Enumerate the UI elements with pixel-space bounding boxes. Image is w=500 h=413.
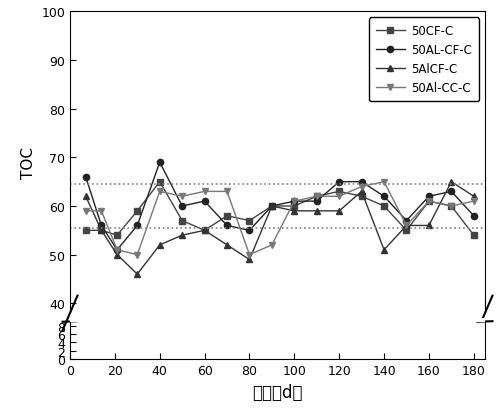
5AlCF-C <box>224 243 230 248</box>
50AL-CF-C <box>336 180 342 185</box>
50CF-C <box>202 228 207 233</box>
Line: 50CF-C: 50CF-C <box>82 179 477 239</box>
50Al-CC-C <box>246 252 252 257</box>
50CF-C <box>426 199 432 204</box>
50Al-CC-C <box>134 252 140 257</box>
50AL-CF-C <box>224 223 230 228</box>
50AL-CF-C <box>179 204 185 209</box>
5AlCF-C <box>358 190 364 195</box>
50AL-CF-C <box>404 218 409 223</box>
5AlCF-C <box>426 223 432 228</box>
5AlCF-C <box>404 223 409 228</box>
50CF-C <box>292 204 298 209</box>
50CF-C <box>82 228 88 233</box>
50Al-CC-C <box>404 223 409 228</box>
Legend: 50CF-C, 50AL-CF-C, 5AlCF-C, 50Al-CC-C: 50CF-C, 50AL-CF-C, 5AlCF-C, 50Al-CC-C <box>368 18 479 102</box>
50CF-C <box>471 233 477 238</box>
50CF-C <box>269 204 275 209</box>
50CF-C <box>404 228 409 233</box>
5AlCF-C <box>114 252 120 257</box>
Line: 50AL-CF-C: 50AL-CF-C <box>82 160 477 253</box>
50Al-CC-C <box>269 243 275 248</box>
50AL-CF-C <box>114 248 120 253</box>
5AlCF-C <box>246 257 252 262</box>
50Al-CC-C <box>358 185 364 190</box>
Line: 50Al-CC-C: 50Al-CC-C <box>82 179 477 258</box>
50AL-CF-C <box>426 194 432 199</box>
50Al-CC-C <box>314 194 320 199</box>
50CF-C <box>358 194 364 199</box>
50Al-CC-C <box>381 180 387 185</box>
50CF-C <box>314 194 320 199</box>
50Al-CC-C <box>156 190 162 195</box>
50Al-CC-C <box>202 190 207 195</box>
Y-axis label: TOC: TOC <box>20 147 36 179</box>
50AL-CF-C <box>358 180 364 185</box>
50Al-CC-C <box>448 204 454 209</box>
50Al-CC-C <box>224 190 230 195</box>
50Al-CC-C <box>292 199 298 204</box>
50AL-CF-C <box>82 175 88 180</box>
50Al-CC-C <box>98 209 104 214</box>
5AlCF-C <box>156 243 162 248</box>
5AlCF-C <box>314 209 320 214</box>
50Al-CC-C <box>82 209 88 214</box>
50CF-C <box>246 218 252 223</box>
50AL-CF-C <box>156 160 162 165</box>
50AL-CF-C <box>292 199 298 204</box>
50Al-CC-C <box>114 248 120 253</box>
50Al-CC-C <box>179 194 185 199</box>
5AlCF-C <box>292 209 298 214</box>
50CF-C <box>98 228 104 233</box>
50CF-C <box>448 204 454 209</box>
5AlCF-C <box>202 228 207 233</box>
50CF-C <box>134 209 140 214</box>
50AL-CF-C <box>471 214 477 218</box>
50AL-CF-C <box>269 204 275 209</box>
50CF-C <box>179 218 185 223</box>
5AlCF-C <box>448 180 454 185</box>
50AL-CF-C <box>448 190 454 195</box>
50CF-C <box>156 180 162 185</box>
50Al-CC-C <box>426 199 432 204</box>
5AlCF-C <box>98 228 104 233</box>
5AlCF-C <box>336 209 342 214</box>
X-axis label: 时间（d）: 时间（d） <box>252 383 303 401</box>
50CF-C <box>224 214 230 218</box>
Line: 5AlCF-C: 5AlCF-C <box>82 179 477 278</box>
50AL-CF-C <box>134 223 140 228</box>
50AL-CF-C <box>98 223 104 228</box>
5AlCF-C <box>82 194 88 199</box>
50Al-CC-C <box>471 199 477 204</box>
50AL-CF-C <box>314 199 320 204</box>
50Al-CC-C <box>336 194 342 199</box>
50CF-C <box>336 190 342 195</box>
50AL-CF-C <box>202 199 207 204</box>
50CF-C <box>114 233 120 238</box>
5AlCF-C <box>471 194 477 199</box>
50AL-CF-C <box>381 194 387 199</box>
5AlCF-C <box>269 204 275 209</box>
50CF-C <box>381 204 387 209</box>
5AlCF-C <box>134 272 140 277</box>
5AlCF-C <box>381 248 387 253</box>
50AL-CF-C <box>246 228 252 233</box>
5AlCF-C <box>179 233 185 238</box>
